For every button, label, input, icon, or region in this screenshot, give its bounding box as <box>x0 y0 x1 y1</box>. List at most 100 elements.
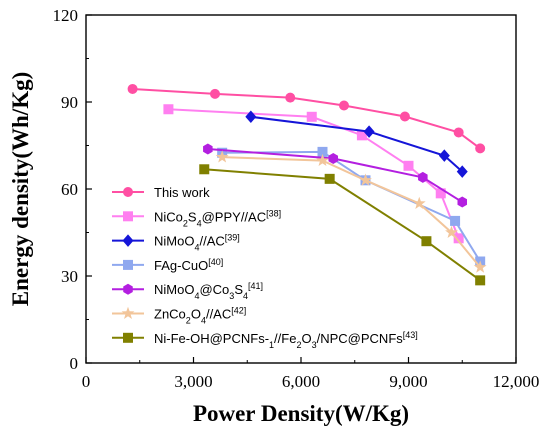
subscript: 4 <box>243 291 248 301</box>
reference-superscript: [41] <box>248 281 263 291</box>
y-tick-label: 60 <box>61 180 78 199</box>
legend-item: NiMoO4//AC[39] <box>112 233 240 253</box>
series <box>127 83 486 154</box>
text-run: This work <box>154 185 210 200</box>
data-point <box>403 160 414 171</box>
text-run: S <box>234 282 243 297</box>
subscript: 1 <box>269 340 274 350</box>
data-point <box>456 165 468 178</box>
series-line <box>250 115 463 173</box>
data-point <box>122 234 134 247</box>
data-point <box>356 130 367 141</box>
data-point <box>435 188 446 199</box>
subscript: 2 <box>186 316 191 326</box>
data-point <box>438 149 450 162</box>
data-point <box>450 215 461 226</box>
axis-ticks: 0 3,000 6,000 9,000 12,000 0 30 60 90 120 <box>53 6 540 391</box>
series-line <box>204 168 481 282</box>
data-point <box>123 283 133 295</box>
text-run: //Fe <box>274 331 296 346</box>
text-run: NiMoO <box>154 282 194 297</box>
legend: This workNiCo2S4@PPY//AC[38]NiMoO4//AC[3… <box>112 185 418 350</box>
data-point <box>123 211 133 222</box>
series <box>245 110 468 178</box>
series-line <box>222 156 481 268</box>
data-point <box>453 233 464 244</box>
text-run: ZnCo <box>154 307 186 322</box>
text-run: //AC <box>199 234 224 249</box>
series-layer <box>127 83 487 286</box>
legend-item: Ni-Fe-OH@PCNFs-1//Fe2O3/NPC@PCNFs[43] <box>112 330 418 350</box>
x-axis-title: Power Density(W/Kg) <box>193 401 409 426</box>
data-point <box>445 225 458 238</box>
data-point <box>215 150 229 163</box>
legend-item: NiCo2S4@PPY//AC[38] <box>112 208 281 228</box>
series-line <box>207 147 463 203</box>
text-run: //AC <box>206 307 231 322</box>
y-tick-label: 0 <box>70 354 79 373</box>
reference-superscript: [39] <box>225 233 240 243</box>
text-run: S <box>188 209 197 224</box>
data-point <box>163 104 174 115</box>
subscript: 3 <box>312 340 317 350</box>
subscript: 3 <box>229 291 234 301</box>
data-point <box>123 332 133 343</box>
reference-superscript: [43] <box>403 330 418 340</box>
legend-label: This work <box>154 185 210 200</box>
data-point <box>359 173 372 186</box>
series-line <box>168 108 460 239</box>
text-run: /NPC@PCNFs <box>317 331 404 346</box>
data-point <box>324 173 335 184</box>
data-point <box>363 125 375 138</box>
legend-label: FAg-CuO[40] <box>154 257 223 273</box>
legend-label: Ni-Fe-OH@PCNFs-1//Fe2O3/NPC@PCNFs[43] <box>154 330 418 350</box>
series <box>163 104 464 244</box>
subscript: 4 <box>194 243 199 253</box>
data-point <box>328 153 339 165</box>
y-tick-label: 120 <box>53 6 79 25</box>
x-tick-label: 9,000 <box>389 372 427 391</box>
data-point <box>317 146 328 157</box>
data-point <box>316 153 329 167</box>
data-point <box>418 171 428 183</box>
text-run: NiCo <box>154 209 183 224</box>
subscript: 4 <box>197 218 202 228</box>
text-run: @PPY//AC <box>202 209 267 224</box>
data-point <box>123 187 133 197</box>
y-axis-title: Energy density(Wh/Kg) <box>8 72 33 306</box>
text-run: @Co <box>199 282 229 297</box>
data-point <box>421 236 432 247</box>
legend-item: FAg-CuO[40] <box>112 257 223 273</box>
legend-item: ZnCo2O4//AC[42] <box>112 306 246 326</box>
data-point <box>199 164 210 175</box>
legend-item: This work <box>112 185 210 200</box>
data-point <box>473 260 487 273</box>
reference-superscript: [38] <box>266 208 281 218</box>
x-tick-label: 3,000 <box>174 372 212 391</box>
legend-item: NiMoO4@Co3S4[41] <box>112 281 263 301</box>
data-point <box>475 143 486 154</box>
data-point <box>457 196 468 208</box>
y-tick-label: 90 <box>61 93 78 112</box>
data-point <box>306 111 317 122</box>
data-point <box>203 143 213 155</box>
text-run: NiMoO <box>154 234 194 249</box>
subscript: 4 <box>194 291 199 301</box>
data-point <box>123 259 133 270</box>
data-point <box>245 110 257 124</box>
reference-superscript: [42] <box>231 306 246 316</box>
x-tick-label: 12,000 <box>493 372 540 391</box>
text-run: O <box>301 331 311 346</box>
data-point <box>285 92 296 103</box>
data-point <box>210 88 220 99</box>
data-point <box>339 100 349 111</box>
legend-label: ZnCo2O4//AC[42] <box>154 306 246 326</box>
series <box>199 164 486 286</box>
series-line <box>222 150 482 263</box>
subscript: 4 <box>201 316 206 326</box>
series-line <box>132 87 481 150</box>
data-point <box>121 306 135 319</box>
legend-label: NiCo2S4@PPY//AC[38] <box>154 208 281 228</box>
text-run: O <box>191 307 201 322</box>
